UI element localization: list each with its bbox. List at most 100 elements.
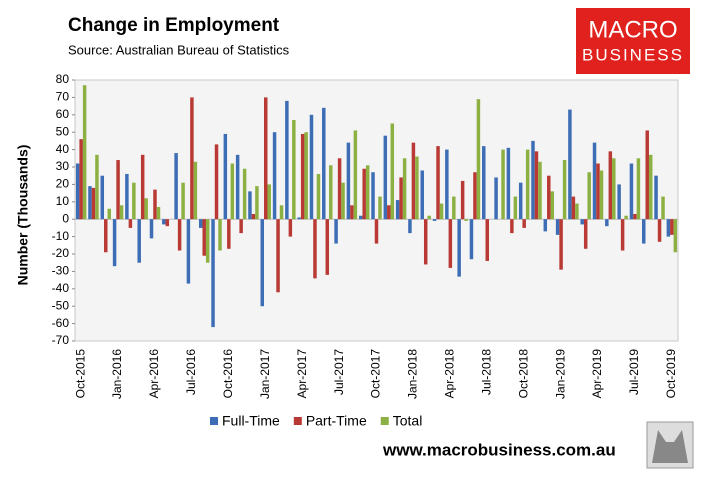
bar [612, 158, 616, 220]
bar [559, 219, 563, 270]
legend-swatch [380, 417, 389, 425]
bar [313, 219, 317, 279]
chart-subtitle: Source: Australian Bureau of Statistics [68, 42, 290, 57]
x-tick-label: Oct-2015 [73, 349, 87, 399]
bar [279, 205, 284, 220]
y-tick-label: 10 [56, 194, 70, 208]
bar [571, 196, 576, 220]
bar [654, 175, 658, 220]
bar [543, 219, 548, 232]
bar [353, 130, 358, 220]
y-tick-label: 40 [56, 142, 70, 156]
bar [550, 191, 555, 220]
bar [112, 219, 117, 267]
bar [420, 170, 424, 220]
bar [657, 219, 662, 242]
bar [125, 173, 129, 220]
bar [636, 158, 641, 220]
bar [383, 135, 388, 220]
bar [223, 133, 228, 220]
y-tick-label: 80 [56, 72, 70, 86]
bar [341, 182, 345, 220]
bar [408, 219, 412, 234]
x-tick-label: Jul-2016 [184, 349, 198, 395]
bar [116, 160, 120, 220]
bar [415, 156, 419, 220]
bar [88, 186, 92, 220]
bar [91, 187, 96, 220]
bar [555, 219, 560, 235]
bar [374, 219, 379, 244]
bar [482, 146, 486, 220]
bar [350, 205, 354, 220]
wolf-icon [652, 430, 688, 463]
legend-label: Full-Time [222, 413, 280, 429]
bar [457, 219, 461, 277]
bar [469, 219, 474, 260]
bar [670, 219, 674, 235]
bar [617, 184, 621, 220]
bar [562, 160, 567, 220]
bar [276, 219, 280, 293]
y-tick-label: 0 [62, 211, 69, 225]
bar [452, 196, 456, 220]
bar [506, 147, 511, 220]
bar [322, 107, 326, 220]
bar [325, 219, 330, 275]
bar [218, 219, 222, 251]
bar [75, 163, 80, 220]
y-tick-label: 30 [56, 159, 70, 173]
bar [264, 97, 268, 220]
x-tick-label: Oct-2016 [221, 349, 235, 399]
bar [501, 149, 505, 220]
bar [358, 215, 363, 220]
bar [371, 172, 375, 220]
x-tick-label: Oct-2019 [664, 349, 678, 399]
bar [522, 219, 526, 228]
bar [329, 165, 333, 220]
bar [596, 163, 600, 220]
bar [132, 182, 136, 220]
bar [119, 205, 124, 220]
bar [423, 219, 428, 265]
x-tick-label: Jan-2017 [258, 349, 272, 399]
bar [248, 191, 252, 220]
bar [661, 196, 665, 220]
bar [365, 165, 370, 220]
bar [518, 182, 523, 220]
x-tick-label: Jul-2019 [627, 349, 641, 395]
logo-box [576, 8, 690, 74]
bar [230, 163, 235, 220]
legend-swatch [210, 417, 218, 425]
bar [464, 219, 468, 221]
bar [666, 219, 671, 237]
bar [436, 146, 440, 220]
y-tick-label: -10 [52, 229, 70, 243]
bar [587, 172, 591, 220]
bar [642, 219, 646, 244]
bar [592, 142, 597, 220]
y-tick-label: 20 [56, 177, 70, 191]
bar [202, 219, 206, 256]
bar [485, 219, 489, 261]
logo-text: BUSINESS [582, 45, 684, 64]
bar [620, 219, 625, 251]
bar [309, 114, 314, 220]
bar [104, 219, 108, 253]
bar [174, 153, 178, 220]
bar [107, 208, 111, 220]
bar [153, 189, 157, 220]
bar [538, 161, 542, 220]
bar [186, 219, 191, 284]
bar [205, 219, 210, 263]
bar [304, 132, 308, 220]
bar [439, 203, 444, 220]
legend-swatch [293, 417, 302, 425]
x-tick-label: Jan-2019 [553, 349, 567, 399]
bar [583, 219, 588, 249]
bar [624, 215, 628, 220]
bar [316, 173, 321, 220]
bar [288, 219, 293, 237]
bar [510, 219, 514, 234]
bar [156, 207, 161, 220]
